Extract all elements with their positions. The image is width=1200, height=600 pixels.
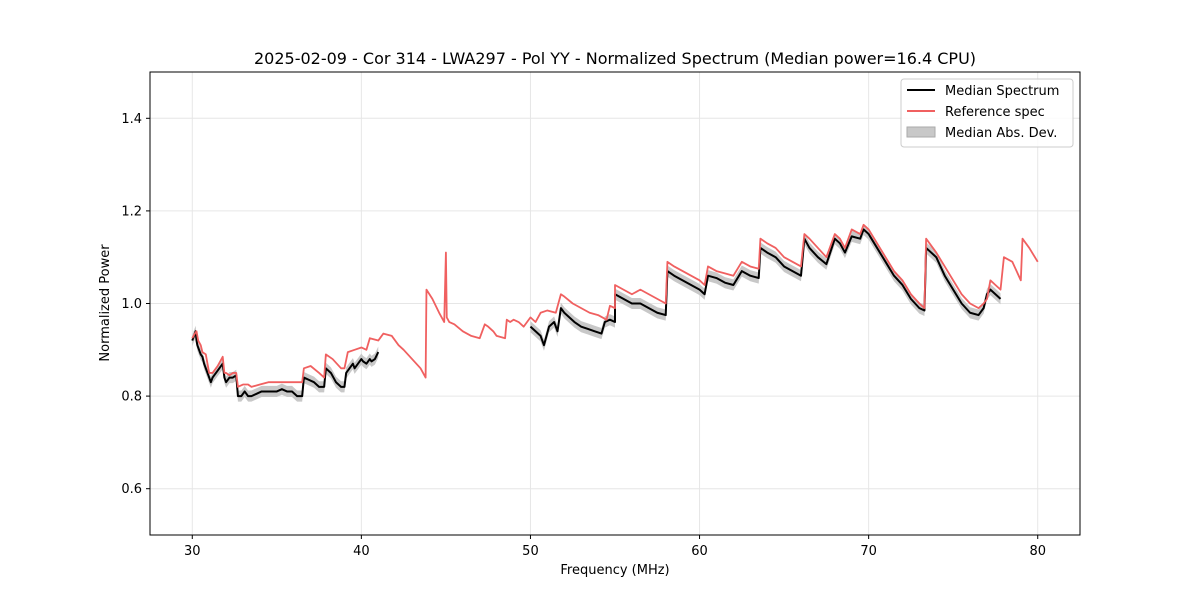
x-tick-label: 40 [353, 544, 370, 559]
legend-box [900, 78, 1074, 148]
chart-title: 2025-02-09 - Cor 314 - LWA297 - Pol YY -… [254, 49, 976, 68]
legend-mad-swatch [906, 126, 936, 138]
x-axis-label: Frequency (MHz) [560, 563, 669, 578]
y-tick-label: 1.4 [121, 112, 142, 127]
y-tick-label: 1.0 [121, 297, 142, 312]
legend-reference-label: Reference spec [945, 105, 1045, 120]
mad-band-area [530, 223, 1001, 351]
y-axis: 0.6 0.8 1.0 1.2 1.4 [121, 112, 150, 497]
median-spectrum-line [191, 330, 380, 398]
median-abs-dev-band [192, 223, 1001, 402]
x-tick-label: 50 [522, 544, 539, 559]
legend: Median Spectrum Reference spec Median Ab… [900, 78, 1074, 148]
y-tick-label: 0.6 [121, 482, 142, 497]
mad-band-area [192, 325, 379, 402]
x-tick-label: 80 [1029, 544, 1046, 559]
y-axis-label: Normalized Power [98, 244, 113, 362]
median-spectrum-line [529, 228, 1002, 347]
x-tick-label: 30 [184, 544, 201, 559]
series-lines [191, 223, 1039, 398]
x-axis: 30 40 50 60 70 80 [184, 535, 1046, 559]
x-tick-label: 70 [860, 544, 877, 559]
legend-mad-label: Median Abs. Dev. [945, 126, 1057, 141]
reference-spectrum-line [191, 223, 1039, 388]
legend-median-label: Median Spectrum [945, 84, 1059, 99]
y-tick-label: 1.2 [121, 204, 142, 219]
x-tick-label: 60 [691, 544, 708, 559]
y-tick-label: 0.8 [121, 390, 142, 405]
